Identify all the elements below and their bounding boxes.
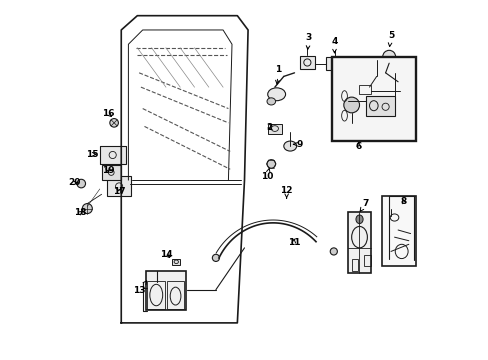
Ellipse shape xyxy=(355,215,363,224)
Bar xyxy=(347,212,370,273)
Text: 7: 7 xyxy=(360,199,368,211)
Text: 20: 20 xyxy=(68,178,81,187)
Text: 8: 8 xyxy=(400,197,406,206)
Bar xyxy=(146,271,185,310)
Text: 1: 1 xyxy=(275,65,281,84)
Ellipse shape xyxy=(110,118,118,127)
Bar xyxy=(351,258,357,271)
Bar xyxy=(365,96,394,116)
Bar xyxy=(147,281,165,309)
Bar xyxy=(102,165,121,180)
Text: 2: 2 xyxy=(266,123,272,132)
Bar xyxy=(325,58,343,70)
Text: 17: 17 xyxy=(113,187,125,196)
Bar xyxy=(267,123,282,134)
Text: 9: 9 xyxy=(293,140,303,149)
Ellipse shape xyxy=(77,179,85,188)
Text: 19: 19 xyxy=(102,166,114,175)
Text: 15: 15 xyxy=(85,150,98,159)
Text: 16: 16 xyxy=(102,109,115,118)
Text: 11: 11 xyxy=(287,238,300,247)
Text: 14: 14 xyxy=(160,250,173,259)
Bar xyxy=(166,281,184,309)
Ellipse shape xyxy=(82,203,92,213)
Bar xyxy=(364,255,370,266)
Ellipse shape xyxy=(394,80,401,87)
Text: 18: 18 xyxy=(74,208,86,217)
Bar xyxy=(331,57,415,141)
Bar xyxy=(381,196,415,266)
Bar xyxy=(100,146,125,164)
Text: 10: 10 xyxy=(260,168,273,181)
Ellipse shape xyxy=(382,50,395,63)
Text: 13: 13 xyxy=(133,281,146,295)
Text: 6: 6 xyxy=(355,141,361,150)
Bar xyxy=(358,85,370,94)
Ellipse shape xyxy=(212,254,219,261)
Ellipse shape xyxy=(329,248,337,255)
Text: 12: 12 xyxy=(280,186,292,198)
Text: 3: 3 xyxy=(305,33,311,49)
Text: 5: 5 xyxy=(387,31,393,46)
Ellipse shape xyxy=(266,98,275,105)
Bar xyxy=(299,56,314,69)
Ellipse shape xyxy=(266,159,275,168)
Text: 4: 4 xyxy=(331,37,337,53)
Bar xyxy=(107,176,131,196)
Ellipse shape xyxy=(343,97,359,113)
Ellipse shape xyxy=(267,88,285,101)
Bar xyxy=(172,258,180,265)
Ellipse shape xyxy=(283,141,296,151)
